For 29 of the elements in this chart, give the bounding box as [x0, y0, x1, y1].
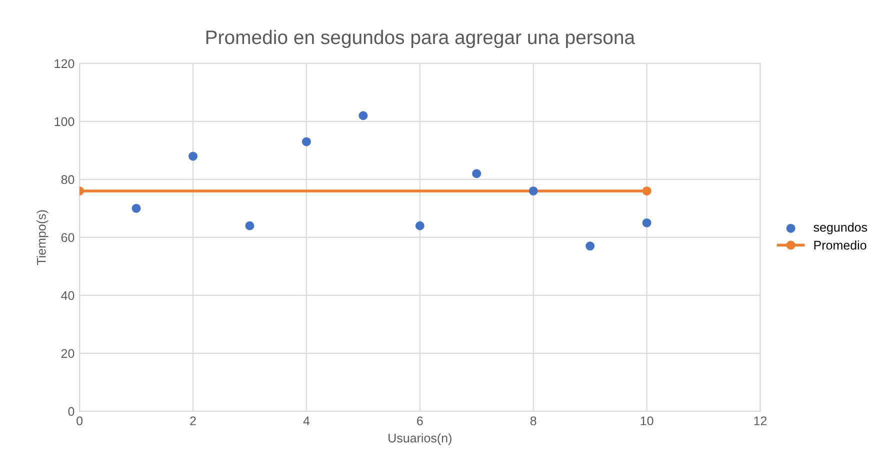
point — [586, 242, 595, 251]
y-tick-label: 0 — [68, 407, 74, 416]
x-tick-label: 6 — [417, 416, 423, 426]
point — [528, 186, 538, 196]
x-tick-label: 8 — [530, 416, 536, 426]
x-axis-title: Usuarios(n) — [388, 433, 452, 445]
y-tick-label: 20 — [61, 349, 74, 358]
point — [642, 218, 652, 228]
y-axis-title: Tiempo(s) — [36, 210, 48, 265]
point — [472, 169, 482, 178]
x-tick-label: 2 — [190, 416, 196, 426]
y-tick-label: 80 — [61, 175, 74, 184]
y-tick-label: 120 — [54, 59, 74, 68]
point — [245, 221, 254, 230]
y-tick-label: 40 — [61, 291, 74, 300]
point — [358, 111, 368, 120]
point — [188, 152, 198, 161]
legend-label: Promedio — [814, 240, 866, 250]
y-tick-label: 60 — [61, 233, 74, 242]
legend-label: segundos — [814, 222, 868, 234]
y-tick-label: 100 — [54, 117, 74, 126]
x-tick-label: 0 — [76, 416, 83, 426]
chart-title: Promedio en segundos para agregar una persona — [206, 30, 636, 48]
point — [302, 137, 311, 146]
point — [415, 221, 424, 230]
point — [132, 204, 141, 213]
x-tick-label: 12 — [754, 416, 767, 426]
x-tick-label: 4 — [303, 416, 310, 426]
x-tick-label: 10 — [640, 416, 654, 426]
